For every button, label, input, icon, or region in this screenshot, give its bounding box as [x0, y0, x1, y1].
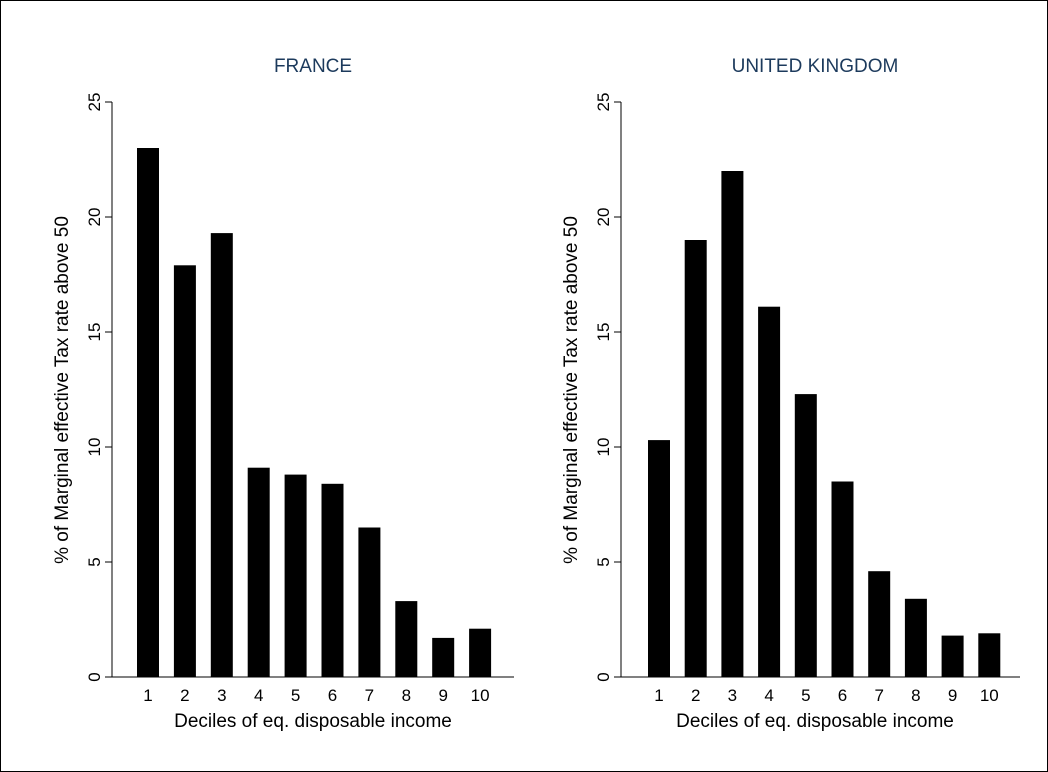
y-tick-label: 25 — [594, 93, 613, 112]
y-axis-title: % of Marginal effective Tax rate above 5… — [561, 216, 582, 564]
x-tick-label: 5 — [801, 686, 810, 705]
bar-decile-7 — [358, 527, 381, 677]
bar-decile-5 — [284, 474, 307, 677]
y-tick-label: 25 — [85, 93, 104, 112]
x-tick-label: 10 — [980, 686, 999, 705]
y-tick-label: 0 — [85, 672, 104, 681]
y-tick-label: 0 — [594, 672, 613, 681]
bar-decile-8 — [904, 598, 927, 677]
bar-decile-6 — [831, 481, 854, 677]
y-tick-label: 15 — [85, 323, 104, 342]
x-axis-title: Deciles of eq. disposable income — [174, 711, 452, 732]
x-tick-label: 4 — [764, 686, 773, 705]
x-tick-label: 2 — [691, 686, 700, 705]
y-tick-label: 20 — [594, 208, 613, 227]
x-tick-label: 10 — [471, 686, 490, 705]
x-tick-label: 3 — [728, 686, 737, 705]
bar-decile-6 — [321, 483, 344, 677]
y-axis-title: % of Marginal effective Tax rate above 5… — [52, 216, 73, 564]
bar-decile-5 — [794, 394, 817, 677]
chart-panel-united-kingdom: UNITED KINGDOM 0 5 10 15 20 25 1 2 3 4 5 6 7 8 9 10 Decil… — [561, 56, 1020, 732]
bar-decile-2 — [684, 240, 707, 677]
x-axis-title: Deciles of eq. disposable income — [676, 711, 954, 732]
x-tick-label: 8 — [911, 686, 920, 705]
x-tick-label: 5 — [291, 686, 300, 705]
y-tick-label: 15 — [594, 323, 613, 342]
bar-decile-3 — [721, 171, 744, 677]
bar-decile-4 — [758, 306, 781, 677]
x-tick-label: 7 — [874, 686, 883, 705]
x-tick-label: 6 — [328, 686, 337, 705]
x-tick-label: 9 — [948, 686, 957, 705]
x-tick-label: 3 — [217, 686, 226, 705]
x-tick-label: 6 — [838, 686, 847, 705]
bar-decile-1 — [137, 148, 159, 677]
bar-decile-10 — [469, 628, 492, 677]
x-tick-label: 7 — [365, 686, 374, 705]
chart-title: FRANCE — [274, 56, 352, 77]
y-tick-label: 10 — [594, 438, 613, 457]
bar-decile-8 — [395, 601, 418, 677]
x-tick-label: 4 — [254, 686, 263, 705]
bar-decile-9 — [941, 635, 964, 677]
bar-decile-2 — [173, 265, 196, 677]
y-tick-label: 10 — [85, 438, 104, 457]
bar-decile-4 — [247, 467, 270, 677]
y-tick-label: 5 — [594, 557, 613, 566]
x-tick-label: 9 — [438, 686, 447, 705]
bar-decile-1 — [648, 440, 670, 677]
bar-decile-7 — [868, 571, 891, 677]
x-tick-label: 1 — [143, 686, 152, 705]
x-tick-label: 8 — [402, 686, 411, 705]
bar-decile-10 — [978, 633, 1001, 677]
y-tick-label: 5 — [85, 557, 104, 566]
x-tick-label: 1 — [654, 686, 663, 705]
y-tick-label: 20 — [85, 208, 104, 227]
chart-panel-france: FRANCE 0 5 10 15 20 25 1 2 3 4 5 6 7 8 9 10 Deciles of eq… — [52, 56, 514, 732]
chart-title: UNITED KINGDOM — [732, 56, 899, 77]
x-tick-label: 2 — [180, 686, 189, 705]
bar-decile-3 — [210, 233, 233, 677]
bar-decile-9 — [432, 637, 455, 677]
